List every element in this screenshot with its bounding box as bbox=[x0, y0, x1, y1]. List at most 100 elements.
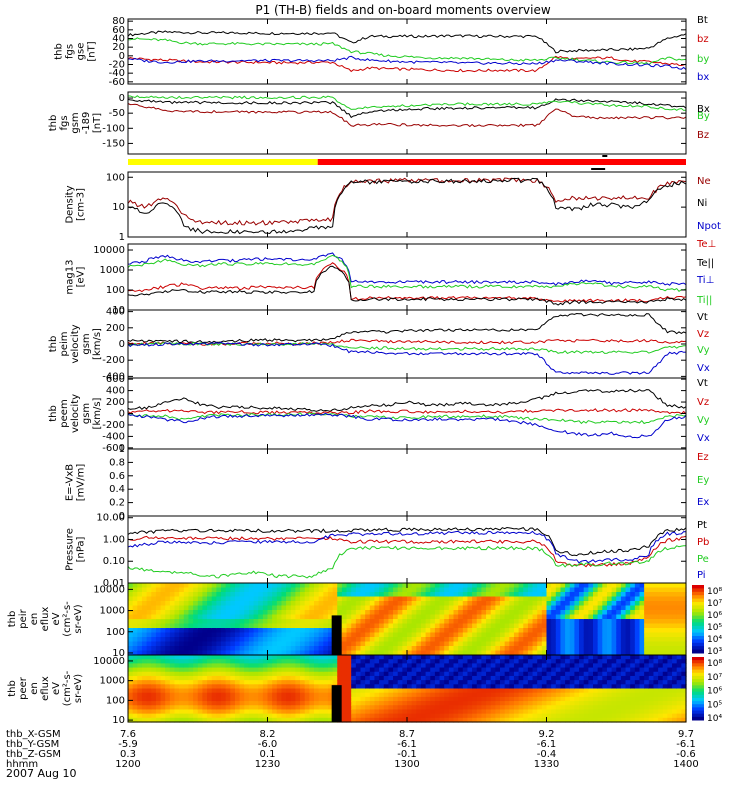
heatmap-cell bbox=[193, 619, 199, 625]
heatmap-cell bbox=[634, 596, 641, 602]
heatmap-cell bbox=[681, 717, 687, 723]
y-tick-label: 200 bbox=[106, 397, 125, 408]
heatmap-cell bbox=[286, 641, 292, 647]
heatmap-cell bbox=[318, 650, 324, 656]
heatmap-cell bbox=[467, 628, 473, 634]
heatmap-cell bbox=[425, 592, 431, 598]
heatmap-cell bbox=[295, 717, 301, 723]
heatmap-cell bbox=[141, 692, 148, 698]
heatmap-cell bbox=[420, 605, 427, 611]
heatmap-cell bbox=[234, 592, 241, 598]
heatmap-cell bbox=[667, 583, 673, 589]
heatmap-cell bbox=[462, 713, 469, 719]
heatmap-cell bbox=[197, 709, 203, 715]
heatmap-cell bbox=[253, 596, 259, 602]
colorbar-swatch bbox=[692, 602, 704, 606]
heatmap-cell bbox=[476, 671, 482, 677]
heatmap-cell bbox=[337, 680, 343, 685]
heatmap-cell bbox=[128, 667, 134, 673]
heatmap-cell bbox=[420, 659, 427, 664]
heatmap-cell bbox=[193, 671, 199, 677]
heatmap-cell bbox=[537, 684, 543, 690]
heatmap-cell bbox=[165, 623, 171, 629]
heatmap-cell bbox=[537, 692, 543, 698]
heatmap-cell bbox=[146, 680, 152, 685]
heatmap-cell bbox=[630, 623, 636, 629]
heatmap-cell bbox=[676, 667, 682, 673]
heatmap-cell bbox=[476, 596, 482, 602]
heatmap-cell bbox=[583, 632, 589, 638]
heatmap-cell bbox=[309, 628, 315, 634]
heatmap-cell bbox=[551, 655, 557, 660]
y-tick-label: 10 bbox=[112, 648, 125, 659]
heatmap-cell bbox=[472, 696, 478, 702]
heatmap-cell bbox=[620, 605, 627, 611]
heatmap-cell bbox=[290, 675, 296, 681]
heatmap-cell bbox=[555, 601, 562, 607]
heatmap-cell bbox=[239, 650, 245, 656]
heatmap-cell bbox=[286, 583, 292, 589]
heatmap-cell bbox=[583, 587, 589, 593]
heatmap-cell bbox=[388, 671, 394, 677]
heatmap-cell bbox=[258, 717, 264, 723]
y-axis-label-line: eV bbox=[51, 682, 62, 695]
heatmap-cell bbox=[151, 592, 157, 598]
heatmap-cell bbox=[504, 628, 510, 634]
heatmap-cell bbox=[546, 701, 552, 706]
heatmap-cell bbox=[620, 601, 627, 607]
heatmap-cell bbox=[309, 619, 315, 625]
heatmap-cell bbox=[132, 705, 138, 711]
heatmap-cell bbox=[416, 701, 422, 706]
heatmap-cell bbox=[304, 671, 310, 677]
heatmap-cell bbox=[290, 713, 296, 719]
heatmap-cell bbox=[541, 641, 548, 647]
heatmap-cell bbox=[579, 688, 585, 694]
heatmap-cell bbox=[620, 696, 627, 702]
heatmap-cell bbox=[439, 705, 445, 711]
heatmap-cell bbox=[314, 684, 320, 690]
heatmap-cell bbox=[216, 663, 222, 669]
heatmap-cell bbox=[272, 709, 278, 715]
heatmap-cell bbox=[453, 655, 459, 660]
heatmap-cell bbox=[337, 583, 343, 589]
heatmap-cell bbox=[462, 610, 469, 616]
heatmap-cell bbox=[579, 632, 585, 638]
heatmap-cell bbox=[616, 701, 622, 706]
heatmap-cell bbox=[411, 583, 417, 589]
heatmap-cell bbox=[346, 646, 352, 652]
heatmap-cell bbox=[327, 709, 334, 715]
heatmap-cell bbox=[295, 675, 301, 681]
heatmap-cell bbox=[174, 659, 180, 664]
x-axis-row-label: thb_Z-GSM bbox=[6, 749, 61, 760]
heatmap-cell bbox=[676, 692, 682, 698]
heatmap-cell bbox=[611, 671, 617, 677]
heatmap-cell bbox=[611, 619, 617, 625]
heatmap-cell bbox=[513, 684, 520, 690]
heatmap-cell bbox=[388, 610, 394, 616]
heatmap-cell bbox=[523, 684, 529, 690]
heatmap-cell bbox=[248, 623, 255, 629]
heatmap-cell bbox=[532, 663, 538, 669]
heatmap-cell bbox=[425, 684, 431, 690]
heatmap-cell bbox=[244, 623, 250, 629]
heatmap-cell bbox=[555, 592, 562, 598]
heatmap-cell bbox=[537, 680, 543, 685]
heatmap-cell bbox=[207, 587, 213, 593]
heatmap-cell bbox=[495, 610, 501, 616]
heatmap-cell bbox=[500, 592, 506, 598]
y-axis-label-line: gse bbox=[76, 43, 87, 61]
heatmap-cell bbox=[351, 692, 357, 698]
heatmap-cell bbox=[374, 605, 380, 611]
heatmap-cell bbox=[416, 667, 422, 673]
heatmap-cell bbox=[244, 650, 250, 656]
heatmap-cell bbox=[365, 623, 371, 629]
heatmap-cell bbox=[132, 646, 138, 652]
heatmap-cell bbox=[504, 619, 510, 625]
heatmap-cell bbox=[634, 713, 641, 719]
heatmap-cell bbox=[500, 713, 506, 719]
heatmap-cell bbox=[351, 709, 357, 715]
heatmap-cell bbox=[262, 646, 269, 652]
heatmap-cell bbox=[467, 592, 473, 598]
heatmap-cell bbox=[439, 583, 445, 589]
